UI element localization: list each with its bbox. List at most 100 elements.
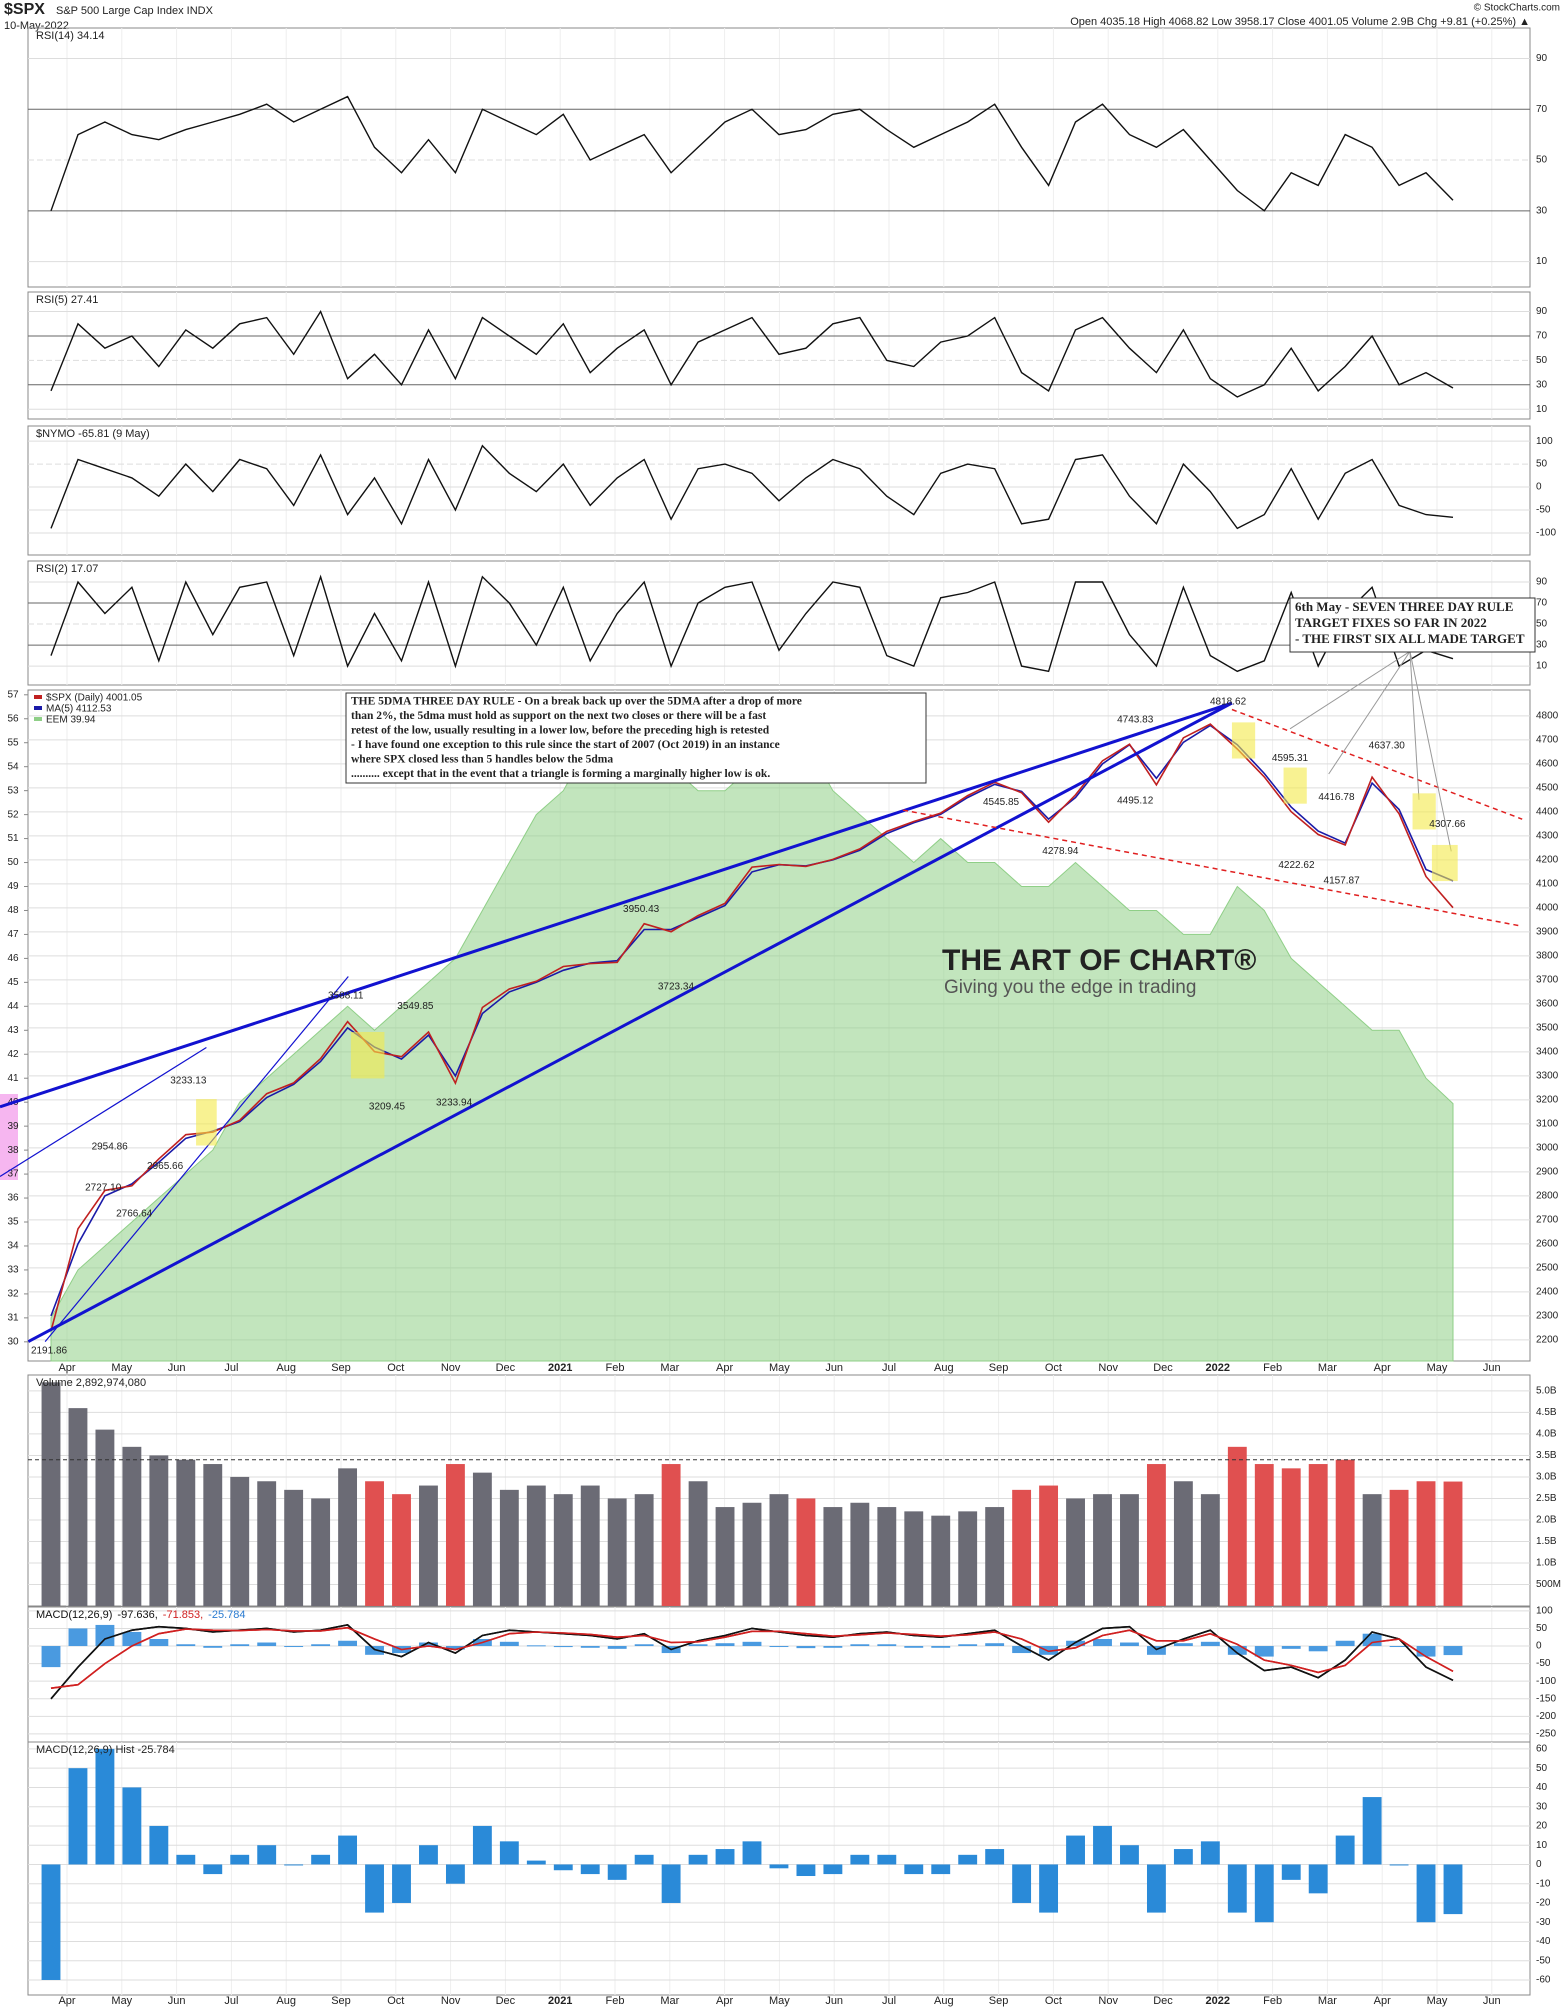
- bar: [985, 1507, 1005, 1606]
- x-tick-label: Aug: [934, 1362, 954, 1374]
- y2-tick-label: 30: [7, 1336, 19, 1347]
- x-tick-label: 2022: [1206, 1362, 1230, 1374]
- bar: [553, 1646, 573, 1648]
- y-tick-label: 2900: [1536, 1167, 1559, 1178]
- x-tick-label: Mar: [660, 1995, 679, 2007]
- bar: [1308, 1464, 1328, 1606]
- bar: [1146, 1864, 1166, 1913]
- rule-text: THE 5DMA THREE DAY RULE - On a break bac…: [351, 696, 802, 708]
- bar: [338, 1640, 358, 1647]
- y2-tick-label: 46: [7, 953, 19, 964]
- y-tick-label: 2300: [1536, 1311, 1559, 1322]
- bar: [365, 1646, 384, 1655]
- bar: [311, 1854, 331, 1865]
- y-tick-label: 50: [1536, 459, 1548, 470]
- bar: [904, 1646, 924, 1648]
- bar: [1254, 1464, 1274, 1606]
- y-tick-label: 3400: [1536, 1047, 1559, 1058]
- y-tick-label: 0: [1536, 1641, 1542, 1652]
- pointer: [1328, 651, 1411, 775]
- y2-tick-label: 41: [7, 1073, 19, 1084]
- y-tick-label: 1.0B: [1536, 1558, 1557, 1569]
- y-tick-label: 4400: [1536, 807, 1559, 818]
- bar: [68, 1768, 88, 1865]
- bar: [419, 1845, 438, 1865]
- price-annotation: 2965.66: [147, 1161, 184, 1172]
- y2-tick-label: 55: [7, 737, 19, 748]
- y-tick-label: 3300: [1536, 1071, 1559, 1082]
- bar: [850, 1854, 870, 1865]
- y-tick-label: 30: [1536, 1801, 1548, 1812]
- x-tick-label: Apr: [1374, 1362, 1391, 1374]
- bar: [122, 1631, 142, 1647]
- price-annotation: 4818.62: [1210, 696, 1247, 707]
- trendline: [0, 1046, 207, 1177]
- bar: [311, 1644, 331, 1647]
- bar: [445, 1464, 465, 1606]
- y-tick-label: 3700: [1536, 975, 1559, 986]
- trendline: [44, 976, 349, 1342]
- bar: [796, 1864, 816, 1877]
- y2-tick-label: 54: [7, 761, 19, 772]
- bar: [284, 1864, 304, 1866]
- y-tick-label: -100: [1536, 528, 1556, 539]
- y-tick-label: 0: [1536, 482, 1542, 493]
- x-tick-label: Feb: [606, 1362, 625, 1374]
- bar: [1066, 1835, 1085, 1865]
- x-tick-label: Mar: [660, 1362, 679, 1374]
- bar: [95, 1429, 115, 1606]
- y-tick-label: 70: [1536, 598, 1548, 609]
- y-tick-label: 4.5B: [1536, 1407, 1557, 1418]
- y-tick-label: 70: [1536, 104, 1548, 115]
- y-tick-label: 10: [1536, 256, 1548, 267]
- y-tick-label: -250: [1536, 1729, 1556, 1740]
- x-tick-label: Mar: [1318, 1995, 1337, 2007]
- bar: [1281, 1646, 1301, 1649]
- index-name: S&P 500 Large Cap Index INDX: [56, 5, 214, 17]
- bar: [904, 1511, 924, 1606]
- bar: [41, 1646, 61, 1668]
- highlight: [1431, 844, 1458, 882]
- x-tick-label: Sep: [331, 1995, 351, 2007]
- bar: [1335, 1835, 1355, 1865]
- y2-tick-label: 53: [7, 785, 19, 796]
- price-annotation: 3588.11: [328, 991, 364, 1002]
- bar: [1173, 1849, 1193, 1865]
- x-tick-label: May: [1427, 1362, 1448, 1374]
- bar: [419, 1485, 438, 1606]
- x-tick-label: 2021: [548, 1995, 572, 2007]
- bar: [985, 1643, 1005, 1647]
- y-tick-label: 3900: [1536, 927, 1559, 938]
- bar: [392, 1494, 411, 1606]
- y-tick-label: 70: [1536, 331, 1548, 342]
- y-tick-label: 60: [1536, 1744, 1548, 1755]
- bar: [1389, 1646, 1409, 1648]
- y-tick-label: 3000: [1536, 1143, 1559, 1154]
- bar: [1227, 1864, 1247, 1913]
- bar: [1362, 1797, 1382, 1865]
- bar: [1443, 1646, 1463, 1656]
- y2-tick-label: 50: [7, 857, 19, 868]
- bar: [580, 1864, 600, 1875]
- pointer: [1289, 651, 1411, 730]
- bar: [68, 1408, 88, 1606]
- x-tick-label: Aug: [934, 1995, 954, 2007]
- bar: [1093, 1638, 1112, 1647]
- x-tick-label: Sep: [331, 1362, 351, 1374]
- bar: [877, 1507, 897, 1606]
- bar: [661, 1864, 681, 1903]
- y-tick-label: 50: [1536, 355, 1548, 366]
- x-tick-label: Jul: [882, 1362, 896, 1374]
- y-tick-label: 90: [1536, 577, 1548, 588]
- price-annotation: 2191.86: [31, 1345, 68, 1356]
- x-tick-label: Apr: [1374, 1995, 1391, 2007]
- y-tick-label: 4.0B: [1536, 1429, 1557, 1440]
- rule-text: - I have found one exception to this rul…: [351, 739, 780, 751]
- bar: [1173, 1481, 1193, 1606]
- bar: [715, 1643, 735, 1647]
- bar: [1120, 1845, 1139, 1865]
- bar: [1254, 1864, 1274, 1923]
- bar: [1308, 1646, 1328, 1652]
- bar: [472, 1825, 492, 1865]
- bar: [931, 1646, 951, 1648]
